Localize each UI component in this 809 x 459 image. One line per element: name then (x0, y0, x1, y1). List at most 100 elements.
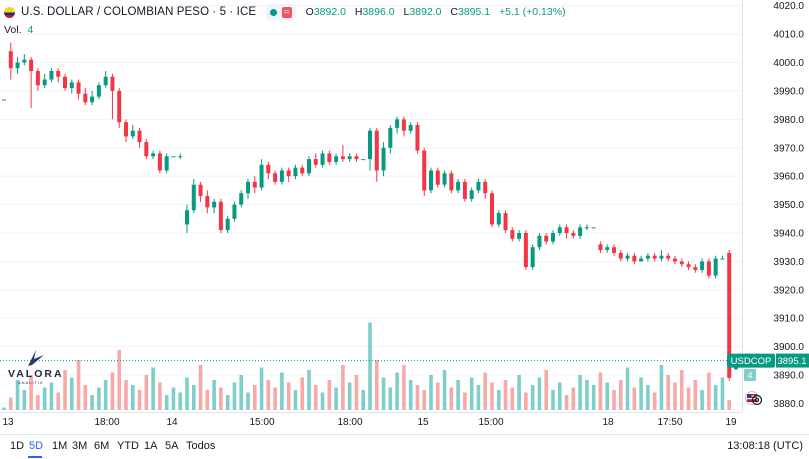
utc-clock[interactable]: 13:08:18 (UTC) (727, 440, 803, 452)
volume-bar (564, 395, 569, 410)
candle (144, 139, 149, 160)
volume-bar (36, 395, 40, 410)
volume-bar (103, 380, 108, 410)
timeframe-3m[interactable]: 3M (72, 440, 88, 452)
candle (456, 179, 461, 194)
candle (232, 201, 237, 222)
volume-bar (598, 372, 603, 410)
candle (307, 156, 311, 177)
candle (659, 250, 664, 262)
candle (442, 170, 447, 188)
timeframe-1a[interactable]: 1A (144, 440, 158, 452)
candle (246, 179, 250, 199)
time-tick-label: 15:00 (478, 417, 503, 428)
volume-bar (212, 380, 216, 410)
timeframe-ytd[interactable]: YTD (117, 440, 139, 452)
candle (35, 68, 40, 91)
volume-bar (151, 367, 155, 410)
volume-bar (707, 372, 711, 410)
time-tick-label: 17:50 (657, 417, 682, 428)
volume-bar (679, 370, 684, 410)
volume-bar (327, 380, 332, 410)
market-status-pill[interactable]: ≈ (266, 4, 296, 20)
candle (239, 190, 244, 208)
volume-bar (110, 372, 115, 410)
candle (313, 153, 318, 168)
volume-bar (293, 390, 298, 410)
volume-bar (652, 392, 657, 410)
volume-bar (130, 385, 135, 410)
candle (273, 170, 278, 185)
volume-bar (449, 387, 454, 410)
grid (0, 5, 742, 404)
us-flag-marker-icon[interactable] (745, 391, 759, 405)
volume-bar (29, 375, 33, 410)
candle (110, 73, 115, 120)
candle (286, 167, 291, 182)
candle (124, 119, 128, 143)
time-tick-label: 13 (2, 417, 14, 428)
volume-bar (463, 392, 467, 410)
timeframe-1m[interactable]: 1M (52, 440, 68, 452)
bottom-toolbar: 1D 5D 1M 3M 6M YTD 1A 5A Todos 13:08:18 (UTC) (0, 434, 809, 459)
timeframe-5d[interactable]: 5D (29, 440, 44, 452)
logo-sub: ANALITIK (18, 380, 44, 385)
candle (700, 258, 705, 273)
volume-bar (185, 377, 189, 410)
price-tag[interactable]: USDCOP 3895.1 (727, 353, 809, 368)
volume-bar (225, 395, 230, 410)
high-value: 3896.0 (362, 6, 395, 18)
candle (327, 150, 332, 165)
volume-bar (273, 387, 277, 410)
candle (523, 230, 528, 270)
candle (130, 125, 135, 140)
volume-bar (42, 387, 47, 410)
candle (422, 147, 427, 197)
volume-bar (56, 392, 61, 410)
volume-bars (2, 322, 732, 410)
candle (578, 224, 583, 239)
candle (720, 255, 725, 260)
candle (252, 176, 257, 194)
candle (395, 116, 400, 134)
settings-gear-icon[interactable] (750, 393, 764, 407)
time-axis[interactable]: 13 18:00 14 15:00 18:00 15 15:00 18 17:50 19 (0, 412, 742, 429)
volume-bar (97, 387, 101, 410)
volume-bar (395, 372, 399, 410)
timeframe-5a[interactable]: 5A (165, 440, 179, 452)
volume-bar (334, 387, 338, 410)
candle (29, 56, 34, 108)
candle (259, 159, 264, 191)
timeframe-6m[interactable]: 6M (94, 440, 110, 452)
price-tick-label: 4020.0 (773, 1, 804, 12)
logo-brand: VALORA (8, 368, 64, 380)
volume-bar (246, 392, 250, 410)
price-axis[interactable]: 3880.0 3890.0 3900.0 3910.0 3920.0 3930.0 3940… (742, 0, 805, 412)
candle (137, 127, 142, 148)
price-tick-label: 3950.0 (773, 200, 804, 211)
candle (645, 252, 650, 262)
candle (185, 204, 189, 233)
volume-bar (686, 387, 691, 410)
volume-bar (402, 365, 406, 410)
volume-legend[interactable]: Vol. 4 (4, 24, 33, 36)
candle (218, 198, 223, 233)
volume-bar (496, 390, 501, 410)
candle (490, 190, 494, 228)
candle (510, 227, 515, 242)
candle (618, 250, 623, 262)
symbol-title[interactable]: U.S. DOLLAR / COLOMBIAN PESO · 5 · ICE (21, 6, 257, 18)
volume-bar (490, 382, 494, 410)
volume-label: Vol. (4, 24, 22, 36)
timeframe-todos[interactable]: Todos (186, 440, 216, 452)
volume-bar (191, 385, 196, 410)
price-tick-label: 4000.0 (773, 58, 804, 69)
timeframe-1d[interactable]: 1D (10, 440, 25, 452)
candle (83, 88, 88, 106)
candle (198, 181, 203, 202)
volume-bar (83, 385, 88, 410)
volume-bar (2, 407, 6, 410)
time-tick-label: 18:00 (94, 417, 119, 428)
candle (483, 179, 488, 199)
